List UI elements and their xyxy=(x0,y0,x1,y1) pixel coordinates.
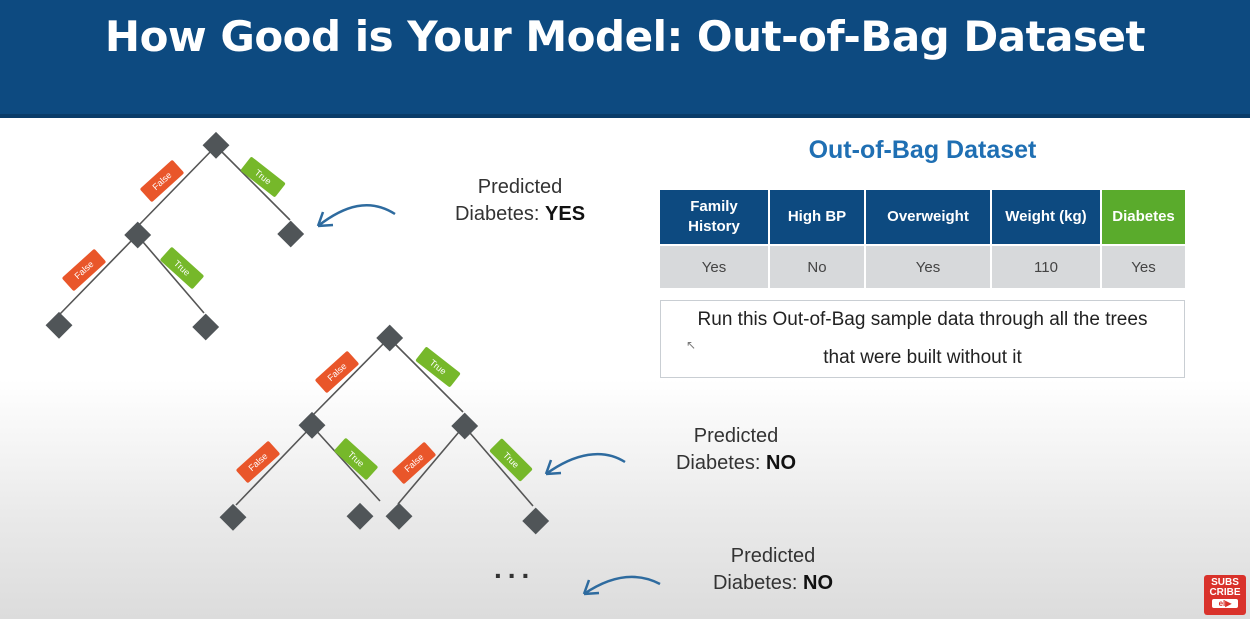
arrow-icon xyxy=(544,452,626,476)
mouse-cursor-icon: ↖ xyxy=(686,338,697,352)
tree1-edge xyxy=(215,145,291,221)
title-banner: How Good is Your Model: Out-of-Bag Datas… xyxy=(0,0,1250,118)
tree1-node xyxy=(277,220,305,248)
tree1-node xyxy=(124,221,152,249)
tree2-true-label: True xyxy=(415,347,461,387)
tree2-edge xyxy=(235,425,313,506)
banner-divider xyxy=(0,114,1250,118)
prediction-result: Diabetes: NO xyxy=(675,452,797,474)
tree1-node xyxy=(202,131,230,159)
note-line: that were built without it xyxy=(823,347,1022,368)
tree1-node xyxy=(192,313,220,341)
column-header: Weight (kg) xyxy=(991,190,1102,245)
table-cell: Yes xyxy=(1101,244,1185,288)
prediction-label: Predicted xyxy=(730,545,816,567)
tree2-node xyxy=(451,412,479,440)
prediction-tree-1: Predicted Diabetes: YES xyxy=(420,174,620,228)
tree2-node xyxy=(385,502,413,530)
subscribe-text: CRIBE xyxy=(1209,587,1241,598)
tree2-edge xyxy=(397,425,465,505)
more-trees-ellipsis: ... xyxy=(494,553,536,584)
prediction-label: Predicted xyxy=(477,176,563,198)
tree1-false-label: False xyxy=(62,249,106,291)
tree2-false-label: False xyxy=(315,351,359,393)
tree1-true-label: True xyxy=(160,247,204,289)
oob-explanation-box: Run this Out-of-Bag sample data through … xyxy=(660,300,1185,378)
tree2-edge xyxy=(463,425,534,507)
table-cell: 110 xyxy=(991,244,1102,288)
table-cell: Yes xyxy=(660,244,770,288)
tree2-edge xyxy=(311,337,390,417)
tree2-false-label: False xyxy=(236,441,280,483)
oob-table: Family History High BP Overweight Weight… xyxy=(660,190,1185,288)
column-header: Overweight xyxy=(865,190,992,245)
tree1-node xyxy=(45,311,73,339)
table-cell: No xyxy=(769,244,866,288)
tree1-false-label: False xyxy=(140,160,184,202)
column-header: High BP xyxy=(769,190,866,245)
arrow-icon xyxy=(316,204,396,228)
tree1-edge xyxy=(136,234,205,314)
tree2-node xyxy=(298,411,326,439)
oob-dataset-title: Out-of-Bag Dataset xyxy=(808,136,1037,164)
slide-title: How Good is Your Model: Out-of-Bag Datas… xyxy=(104,12,1146,61)
prediction-result: Diabetes: YES xyxy=(454,203,586,225)
column-header: Diabetes xyxy=(1101,190,1185,245)
tree2-node xyxy=(376,324,404,352)
tree2-node xyxy=(522,507,550,535)
tree2-true-label: True xyxy=(489,438,533,482)
subscribe-button[interactable]: SUBS CRIBE el▶ xyxy=(1204,575,1246,615)
table-cell: Yes xyxy=(865,244,992,288)
prediction-tree-2: Predicted Diabetes: NO xyxy=(636,423,836,477)
tree2-edge xyxy=(388,337,464,413)
column-header: Family History xyxy=(660,190,770,245)
prediction-result: Diabetes: NO xyxy=(712,572,834,594)
tree2-true-label: True xyxy=(334,438,378,480)
arrow-icon xyxy=(582,575,661,596)
prediction-tree-3: Predicted Diabetes: NO xyxy=(673,543,873,597)
prediction-label: Predicted xyxy=(693,425,779,447)
tree2-node xyxy=(219,503,247,531)
note-line: Run this Out-of-Bag sample data through … xyxy=(697,309,1148,330)
subscribe-text: SUBS xyxy=(1211,577,1239,588)
play-icon: el▶ xyxy=(1212,599,1238,608)
tree2-node xyxy=(346,502,374,530)
table-row: Yes No Yes 110 Yes xyxy=(660,244,1185,288)
tree2-false-label: False xyxy=(392,442,436,484)
tree1-edge xyxy=(138,145,217,226)
tree1-true-label: True xyxy=(240,157,286,197)
tree1-edge xyxy=(59,234,138,315)
table-header-row: Family History High BP Overweight Weight… xyxy=(660,190,1185,245)
tree2-edge xyxy=(311,425,381,502)
